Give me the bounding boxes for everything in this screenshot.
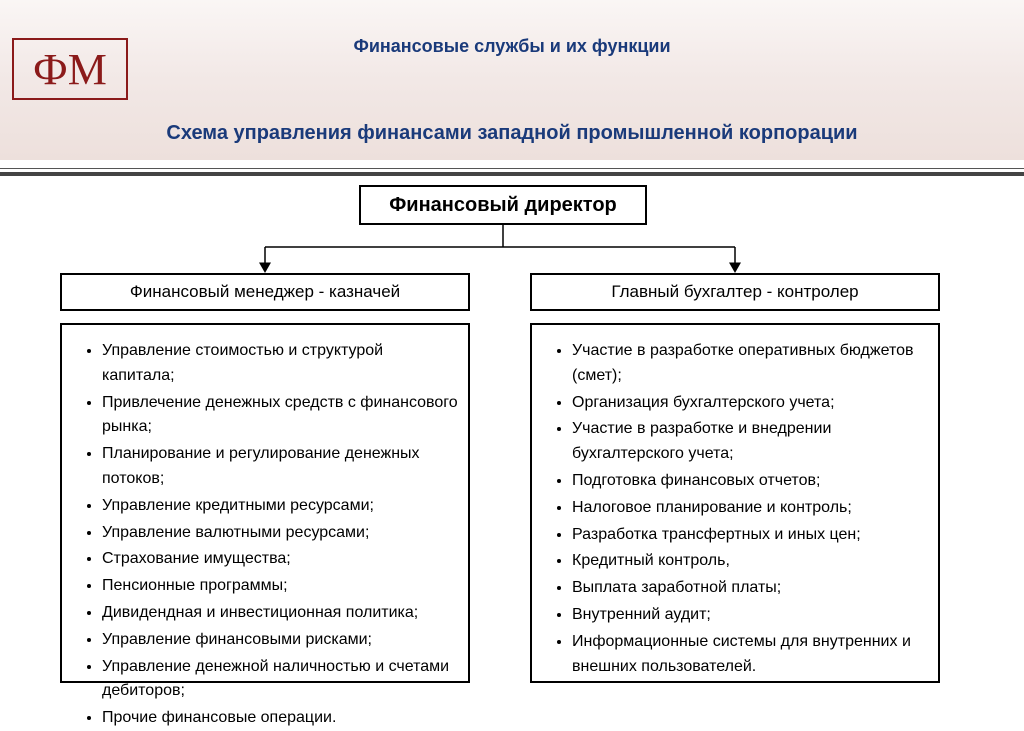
list-item: Планирование и регулирование денежных по… [102, 442, 460, 492]
treasurer-role-label: Финансовый менеджер - казначей [130, 282, 400, 302]
list-item: Участие в разработке и внедрении бухгалт… [572, 417, 930, 467]
treasurer-functions-box: Управление стоимостью и структурой капит… [60, 323, 470, 683]
controller-role-label: Главный бухгалтер - контролер [611, 282, 858, 302]
page-subtitle: Схема управления финансами западной пром… [0, 122, 1024, 145]
list-item: Выплата заработной платы; [572, 576, 930, 601]
list-item: Прочие финансовые операции. [102, 706, 460, 731]
list-item: Организация бухгалтерского учета; [572, 391, 930, 416]
list-item: Привлечение денежных средств с финансово… [102, 391, 460, 441]
list-item: Пенсионные программы; [102, 574, 460, 599]
list-item: Управление стоимостью и структурой капит… [102, 339, 460, 389]
list-item: Управление денежной наличностью и счетам… [102, 655, 460, 705]
controller-role-box: Главный бухгалтер - контролер [530, 273, 940, 311]
list-item: Информационные системы для внутренних и … [572, 630, 930, 680]
list-item: Кредитный контроль, [572, 549, 930, 574]
list-item: Страхование имущества; [102, 547, 460, 572]
director-box: Финансовый директор [359, 185, 647, 225]
list-item: Управление финансовыми рисками; [102, 628, 460, 653]
list-item: Управление кредитными ресурсами; [102, 494, 460, 519]
list-item: Дивидендная и инвестиционная политика; [102, 601, 460, 626]
list-item: Участие в разработке оперативных бюджето… [572, 339, 930, 389]
list-item: Разработка трансфертных и иных цен; [572, 523, 930, 548]
director-label: Финансовый директор [389, 194, 617, 217]
list-item: Управление валютными ресурсами; [102, 521, 460, 546]
treasurer-functions-list: Управление стоимостью и структурой капит… [90, 339, 460, 731]
divider-thin [0, 168, 1024, 169]
controller-functions-list: Участие в разработке оперативных бюджето… [560, 339, 930, 679]
controller-functions-box: Участие в разработке оперативных бюджето… [530, 323, 940, 683]
list-item: Внутренний аудит; [572, 603, 930, 628]
list-item: Подготовка финансовых отчетов; [572, 469, 930, 494]
treasurer-role-box: Финансовый менеджер - казначей [60, 273, 470, 311]
list-item: Налоговое планирование и контроль; [572, 496, 930, 521]
org-diagram: Финансовый директор Финансовый менеджер … [0, 175, 1024, 709]
page-title: Финансовые службы и их функции [0, 36, 1024, 57]
